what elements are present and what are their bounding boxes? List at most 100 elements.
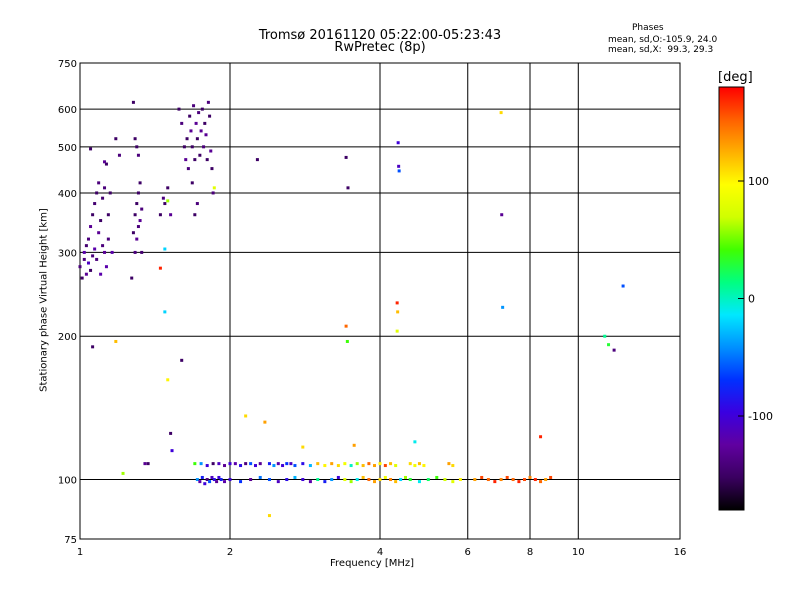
data-point bbox=[422, 464, 426, 468]
data-point bbox=[499, 111, 503, 115]
data-point bbox=[249, 462, 253, 466]
data-point bbox=[528, 475, 532, 479]
data-point bbox=[138, 181, 142, 185]
data-point bbox=[170, 449, 174, 453]
data-point bbox=[345, 339, 349, 343]
data-point bbox=[86, 237, 90, 241]
x-tick-label: 6 bbox=[465, 547, 471, 558]
data-point bbox=[549, 475, 553, 479]
data-point bbox=[138, 219, 142, 223]
data-point bbox=[91, 345, 95, 349]
chart-title: Tromsø 20161120 05:22:00-05:23:43 bbox=[258, 28, 502, 43]
data-point bbox=[206, 100, 210, 104]
data-point bbox=[205, 464, 209, 468]
data-point bbox=[140, 207, 144, 211]
data-point bbox=[352, 443, 356, 447]
data-point bbox=[82, 257, 86, 261]
data-point bbox=[104, 265, 108, 269]
data-point bbox=[344, 324, 348, 328]
data-point bbox=[158, 213, 162, 217]
data-point bbox=[301, 462, 305, 466]
data-point bbox=[403, 475, 407, 479]
data-point bbox=[97, 231, 101, 235]
data-point bbox=[200, 107, 204, 111]
x-tick-label: 10 bbox=[572, 547, 585, 558]
data-point bbox=[99, 272, 103, 276]
data-point bbox=[101, 244, 105, 248]
data-point bbox=[323, 464, 327, 468]
data-point bbox=[263, 420, 267, 424]
data-point bbox=[158, 266, 162, 270]
data-point bbox=[204, 133, 208, 137]
data-point bbox=[239, 480, 243, 484]
data-point bbox=[378, 478, 382, 482]
data-point bbox=[205, 158, 209, 162]
data-point bbox=[95, 257, 99, 261]
phases-o-stats: mean, sd,O:-105.9, 24.0 bbox=[608, 35, 718, 45]
x-tick-label: 16 bbox=[674, 547, 687, 558]
data-point bbox=[443, 478, 447, 482]
data-point bbox=[217, 475, 221, 479]
data-point bbox=[195, 137, 199, 141]
data-point bbox=[500, 213, 504, 217]
chart-subtitle: RwPretec (8p) bbox=[334, 40, 426, 55]
phases-title: Phases bbox=[632, 23, 664, 33]
data-point bbox=[285, 462, 289, 466]
data-point bbox=[355, 478, 359, 482]
data-point bbox=[408, 478, 412, 482]
data-point bbox=[217, 462, 221, 466]
data-point bbox=[451, 464, 455, 468]
data-point bbox=[289, 462, 293, 466]
data-point bbox=[212, 478, 216, 482]
data-point bbox=[336, 475, 340, 479]
data-point bbox=[131, 231, 135, 235]
x-axis-label: Frequency [MHz] bbox=[330, 558, 415, 569]
data-point bbox=[161, 196, 165, 200]
data-point bbox=[349, 464, 353, 468]
data-point bbox=[539, 480, 543, 484]
data-point bbox=[133, 137, 137, 141]
data-point bbox=[394, 480, 398, 484]
data-point bbox=[89, 147, 93, 151]
data-point bbox=[219, 478, 223, 482]
data-point bbox=[135, 145, 139, 149]
y-tick-label: 300 bbox=[58, 248, 77, 259]
data-point bbox=[408, 462, 412, 466]
data-point bbox=[451, 480, 455, 484]
data-point bbox=[293, 464, 297, 468]
data-point bbox=[458, 478, 462, 482]
data-point bbox=[343, 478, 347, 482]
data-point bbox=[200, 475, 204, 479]
data-point bbox=[163, 202, 167, 206]
data-point bbox=[395, 329, 399, 333]
data-point bbox=[169, 431, 173, 435]
x-tick-label: 4 bbox=[377, 547, 383, 558]
data-point bbox=[182, 145, 186, 149]
data-point bbox=[121, 471, 125, 475]
data-point bbox=[93, 202, 97, 206]
data-point bbox=[82, 250, 86, 254]
data-point bbox=[523, 478, 527, 482]
data-point bbox=[417, 480, 421, 484]
data-point bbox=[394, 464, 398, 468]
data-point bbox=[91, 254, 95, 258]
data-point bbox=[211, 191, 215, 195]
y-tick-label: 75 bbox=[64, 535, 77, 546]
data-point bbox=[612, 348, 616, 352]
data-point bbox=[95, 191, 99, 195]
colorbar-label: [deg] bbox=[718, 70, 753, 85]
data-point bbox=[395, 301, 399, 305]
data-point bbox=[180, 358, 184, 362]
data-point bbox=[396, 310, 400, 314]
data-point bbox=[89, 268, 93, 272]
data-point bbox=[177, 107, 181, 111]
data-point bbox=[389, 462, 393, 466]
data-point bbox=[190, 181, 194, 185]
data-point bbox=[78, 265, 82, 269]
data-point bbox=[190, 145, 194, 149]
data-point bbox=[396, 141, 400, 145]
data-point bbox=[389, 478, 393, 482]
data-point bbox=[346, 186, 350, 190]
data-point bbox=[211, 462, 215, 466]
